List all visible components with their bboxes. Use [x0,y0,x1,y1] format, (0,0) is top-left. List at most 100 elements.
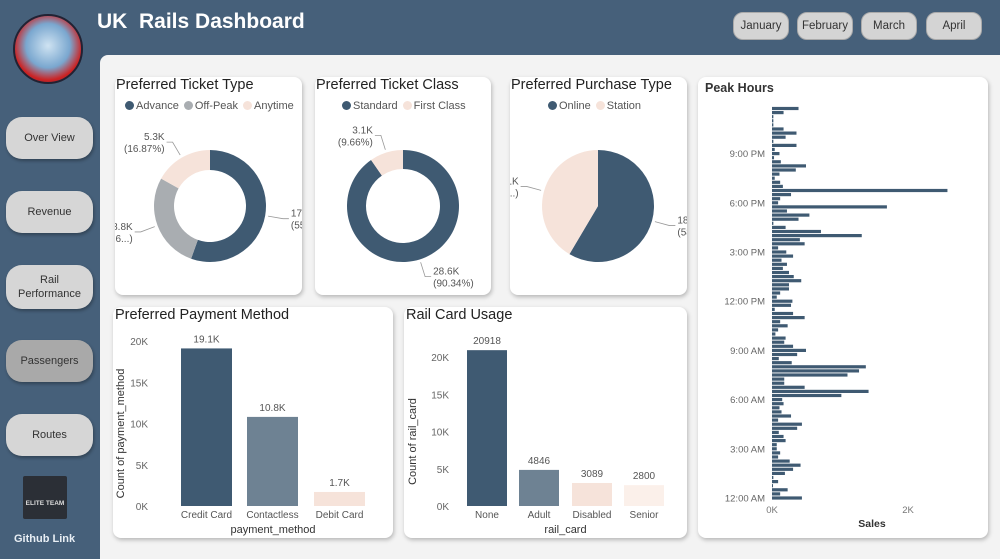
x-axis-title: payment_method [231,524,316,536]
hour-bar [772,168,796,172]
hour-bar [772,369,860,373]
legend-dot [342,101,351,110]
hour-bar [772,184,783,188]
leader-line [374,134,386,150]
hour-bar [772,299,793,303]
hour-bar [772,422,802,426]
hour-bar [772,484,774,488]
hour-bar [772,389,869,393]
hour-bar [772,344,794,348]
nav-routes-button[interactable]: Routes [6,414,93,456]
chart-title: Preferred Purchase Type [511,77,672,93]
hour-bar [772,213,810,217]
data-label: (41.4...) [510,188,519,199]
hour-bar [772,361,792,365]
hour-bar [772,209,787,213]
hour-bar [772,238,800,242]
chart-title: Preferred Payment Method [115,307,290,323]
hour-bar [772,328,779,332]
hour-bar [772,266,783,270]
hour-bar [772,320,781,324]
hour-bar [772,316,805,320]
hour-bar [772,467,794,471]
nav-overview-button[interactable]: Over View [6,117,93,159]
hour-bar [772,426,798,430]
hour-bar [772,340,785,344]
hour-bar [772,418,779,422]
hour-bar [772,246,779,250]
hour-bar [772,147,775,152]
data-label: (55.48%) [291,221,302,232]
data-label: 20918 [473,336,501,347]
legend-label: Station [606,100,642,112]
hour-bar [772,234,862,238]
github-link[interactable]: Github Link [14,533,76,545]
hour-bar [772,250,787,254]
hour-bar [772,336,786,340]
hour-bar [772,332,776,336]
data-label: 3.1K [352,125,373,136]
bar-credit-card [181,348,232,506]
chart-title: Rail Card Usage [406,307,513,323]
month-button-january[interactable]: January [733,12,789,40]
data-label: 18.5K [677,216,687,227]
x-tick-label: Contactless [246,510,298,521]
hour-bar [772,205,887,209]
y-tick-label: 3:00 AM [730,444,765,455]
legend-label: Anytime [254,100,294,112]
month-button-march[interactable]: March [861,12,917,40]
hour-bar [772,139,774,143]
hour-bar [772,156,775,160]
hour-bar [772,402,784,406]
legend-label: First Class [413,100,466,112]
month-button-february[interactable]: February [797,12,853,40]
data-label: 4846 [528,456,551,467]
month-button-april[interactable]: April [926,12,982,40]
y-tick-label: 6:00 PM [730,198,765,209]
hour-bar [772,439,786,443]
hour-bar [772,348,806,352]
y-tick-label: 20K [130,337,148,348]
data-label: 3089 [581,469,604,480]
hour-bar [772,123,774,127]
legend-label: Online [559,100,591,112]
hour-bar [772,311,794,316]
hour-bar [772,242,805,246]
hour-bar [772,193,792,197]
y-tick-label: 9:00 PM [730,149,765,160]
y-tick-label: 0K [437,502,450,513]
british-rail-logo [13,14,83,84]
legend-dot [595,101,605,110]
y-tick-label: 6:00 AM [730,395,765,406]
chart-title: Peak Hours [705,81,774,95]
hour-bar [772,471,785,475]
payment-method-card: Preferred Payment Method 0K 5K 10K 15K 20K 19… [113,307,393,538]
y-tick-label: 15K [431,390,449,401]
legend-label: Standard [353,100,398,112]
peak-hours-card: Peak Hours 12:00 AM 3:00 AM 6:00 AM 9:00 AM… [698,77,988,538]
leader-line [520,186,542,191]
hour-bar [772,164,806,168]
hour-bar [772,303,792,307]
pie-slice-anytime [161,150,210,189]
data-label: (90.34%) [433,279,474,290]
rail-card-bar-chart: 0K 5K 10K 15K 20K 20918 None 4846 Adult 3089 Disab… [407,336,664,536]
hour-bar [772,262,787,266]
nav-revenue-button[interactable]: Revenue [6,191,93,233]
nav-rail-performance-button[interactable]: Rail Performance [6,265,93,309]
hour-bar [772,414,792,418]
hour-bar [772,295,777,299]
hour-bar [772,180,781,184]
hour-bar [772,188,948,193]
hour-bar [772,127,784,131]
data-label: 28.6K [433,267,459,278]
nav-passengers-button[interactable]: Passengers [6,340,93,382]
hour-bar [772,352,798,357]
data-label: 19.1K [193,334,219,345]
bar-senior [624,485,664,506]
chart-title: Preferred Ticket Class [316,77,459,93]
y-tick-label: 20K [431,353,449,364]
legend-dot [243,101,253,110]
bar-disabled [572,482,612,506]
data-label: 1.7K [329,478,350,489]
